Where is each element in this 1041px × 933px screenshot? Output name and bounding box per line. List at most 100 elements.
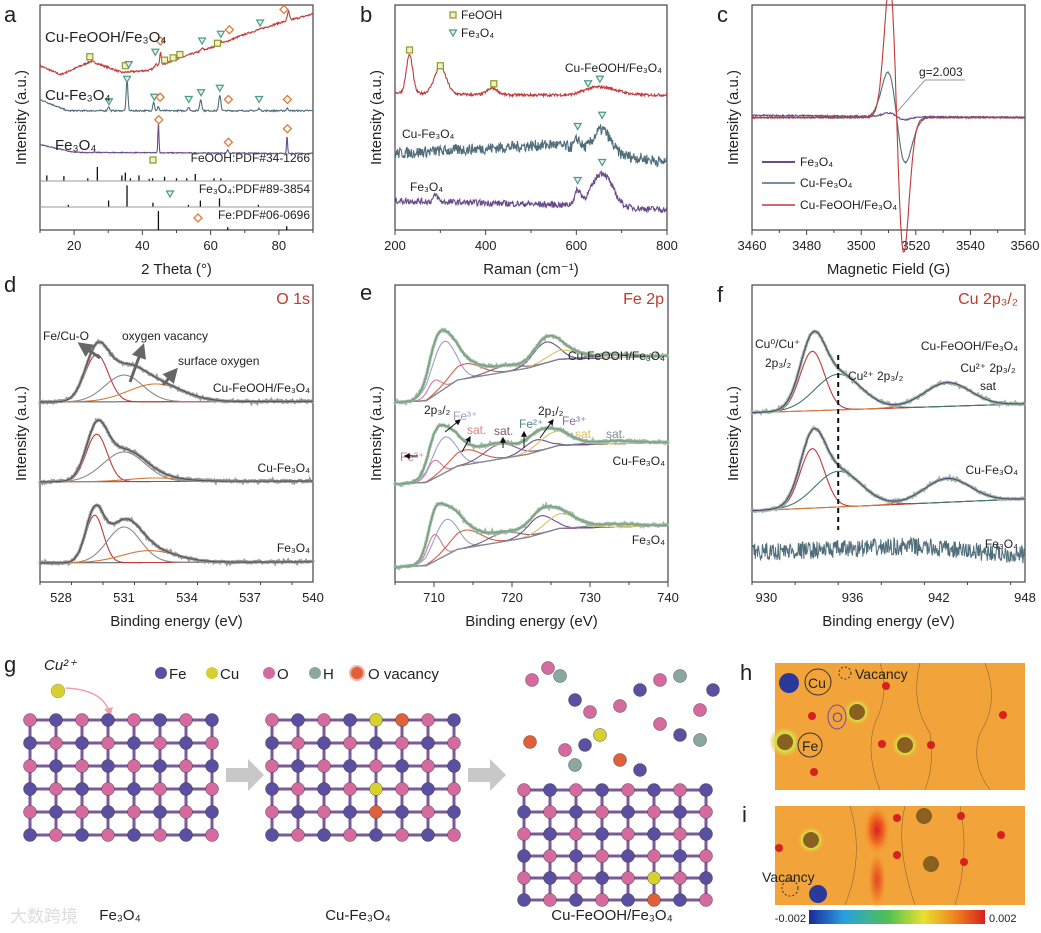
fe3o4-marker bbox=[597, 158, 607, 167]
component-peak bbox=[395, 355, 668, 403]
annotation: sat. bbox=[606, 427, 625, 441]
x-tick-label: 730 bbox=[579, 590, 601, 605]
o-atom bbox=[693, 703, 707, 717]
o-atom bbox=[893, 814, 901, 822]
fe-marker bbox=[282, 123, 293, 134]
o-atom bbox=[673, 783, 687, 797]
x-tick-label: 948 bbox=[1014, 590, 1036, 605]
fe3o4-marker bbox=[448, 29, 458, 38]
panel-title: O 1s bbox=[276, 291, 310, 308]
fe-atom bbox=[777, 734, 793, 750]
x-tick-label: 720 bbox=[501, 590, 523, 605]
o-atom bbox=[395, 782, 409, 796]
fe-atom bbox=[291, 805, 305, 819]
lattices bbox=[23, 661, 720, 907]
fe3o4-marker bbox=[124, 61, 134, 69]
cu-atom bbox=[369, 713, 383, 727]
series-line bbox=[394, 170, 668, 214]
o-atom bbox=[517, 871, 531, 885]
feooh-marker bbox=[405, 46, 414, 54]
y-axis-label: Intensity (a.u.) bbox=[13, 70, 30, 165]
fe-atom bbox=[595, 871, 609, 885]
o-atom bbox=[421, 713, 435, 727]
legend-label: Cu-Fe₃O₄ bbox=[800, 176, 853, 190]
o-atom bbox=[343, 828, 357, 842]
legend-label: FeOOH bbox=[461, 8, 502, 22]
o-atom bbox=[999, 711, 1007, 719]
o-atom-icon bbox=[263, 667, 275, 679]
cu-atom bbox=[369, 782, 383, 796]
fe-marker bbox=[155, 92, 166, 103]
x-tick-label: 3500 bbox=[847, 238, 876, 253]
o-atom bbox=[541, 661, 555, 675]
fe-atom bbox=[633, 683, 647, 697]
o-atom bbox=[153, 736, 167, 750]
reference-label: Fe₃O₄:PDF#89-3854 bbox=[199, 182, 310, 196]
o-atom bbox=[775, 844, 783, 852]
fe-marker bbox=[223, 137, 234, 148]
fe3o4-marker bbox=[583, 80, 593, 88]
annotation: sat. bbox=[575, 427, 594, 441]
o-atom bbox=[699, 805, 713, 819]
component-peak bbox=[395, 523, 668, 568]
legend-label: O vacancy bbox=[368, 666, 439, 683]
cu-ion-label: Cu²⁺ bbox=[44, 657, 77, 674]
fe-marker bbox=[223, 94, 234, 105]
fe-atom bbox=[265, 736, 279, 750]
x-tick-label: 531 bbox=[113, 590, 135, 605]
fe3o4-marker bbox=[196, 89, 206, 97]
fe-atom bbox=[447, 713, 461, 727]
o-atom bbox=[49, 828, 63, 842]
annotation: 2p₃/₂ bbox=[424, 403, 451, 417]
o-atom bbox=[49, 736, 63, 750]
fe3o4-marker bbox=[165, 190, 175, 199]
fe-atom bbox=[317, 736, 331, 750]
panel-label-b: b bbox=[360, 2, 372, 27]
o-atom bbox=[997, 831, 1005, 839]
cu-atom bbox=[809, 885, 827, 903]
contour-lines bbox=[870, 662, 992, 791]
caption: Fe₃O₄ bbox=[99, 907, 140, 924]
density-lobe bbox=[863, 804, 891, 856]
cu-ion-atom bbox=[50, 683, 66, 699]
panel-label-f: f bbox=[717, 282, 724, 307]
o-atom bbox=[23, 713, 37, 727]
fe-atom bbox=[343, 713, 357, 727]
o-atom bbox=[595, 849, 609, 863]
fit-envelope bbox=[395, 329, 668, 403]
fe-atom bbox=[673, 728, 687, 742]
panel-label-g: g bbox=[4, 652, 16, 677]
annotation: Fe²⁺ bbox=[519, 417, 543, 431]
sample-label: Cu-FeOOH/Fe₃O₄ bbox=[45, 29, 166, 46]
fe-atom bbox=[127, 782, 141, 796]
fe-atom bbox=[543, 827, 557, 841]
colorbar-gradient bbox=[809, 910, 985, 924]
charge-density-map-i: Vacancy bbox=[762, 804, 1025, 910]
x-tick-label: 942 bbox=[928, 590, 950, 605]
o-atom bbox=[127, 759, 141, 773]
fe-atom bbox=[447, 759, 461, 773]
fe3o4-marker bbox=[197, 37, 207, 46]
o-atom bbox=[317, 805, 331, 819]
o-atom bbox=[49, 782, 63, 796]
h-atom bbox=[673, 669, 687, 683]
background-line bbox=[395, 355, 668, 403]
legend-label: Fe₃O₄ bbox=[461, 26, 494, 40]
fit-envelope bbox=[40, 341, 313, 403]
map-label: O bbox=[832, 709, 843, 725]
fe-marker bbox=[155, 36, 166, 46]
fe-atom bbox=[369, 736, 383, 750]
o-atom bbox=[101, 828, 115, 842]
fe-atom bbox=[421, 736, 435, 750]
o-atom bbox=[153, 828, 167, 842]
cu-atom bbox=[779, 673, 799, 693]
annotation: sat bbox=[980, 379, 997, 393]
fe-marker bbox=[279, 4, 289, 15]
panel-label-a: a bbox=[4, 2, 17, 27]
fe-atom bbox=[75, 736, 89, 750]
annotation: 2p₁/₂ bbox=[538, 404, 564, 418]
x-tick-label: 3460 bbox=[738, 238, 767, 253]
fe-atom bbox=[673, 805, 687, 819]
legend-label: Fe bbox=[169, 666, 187, 683]
o-atom bbox=[75, 713, 89, 727]
